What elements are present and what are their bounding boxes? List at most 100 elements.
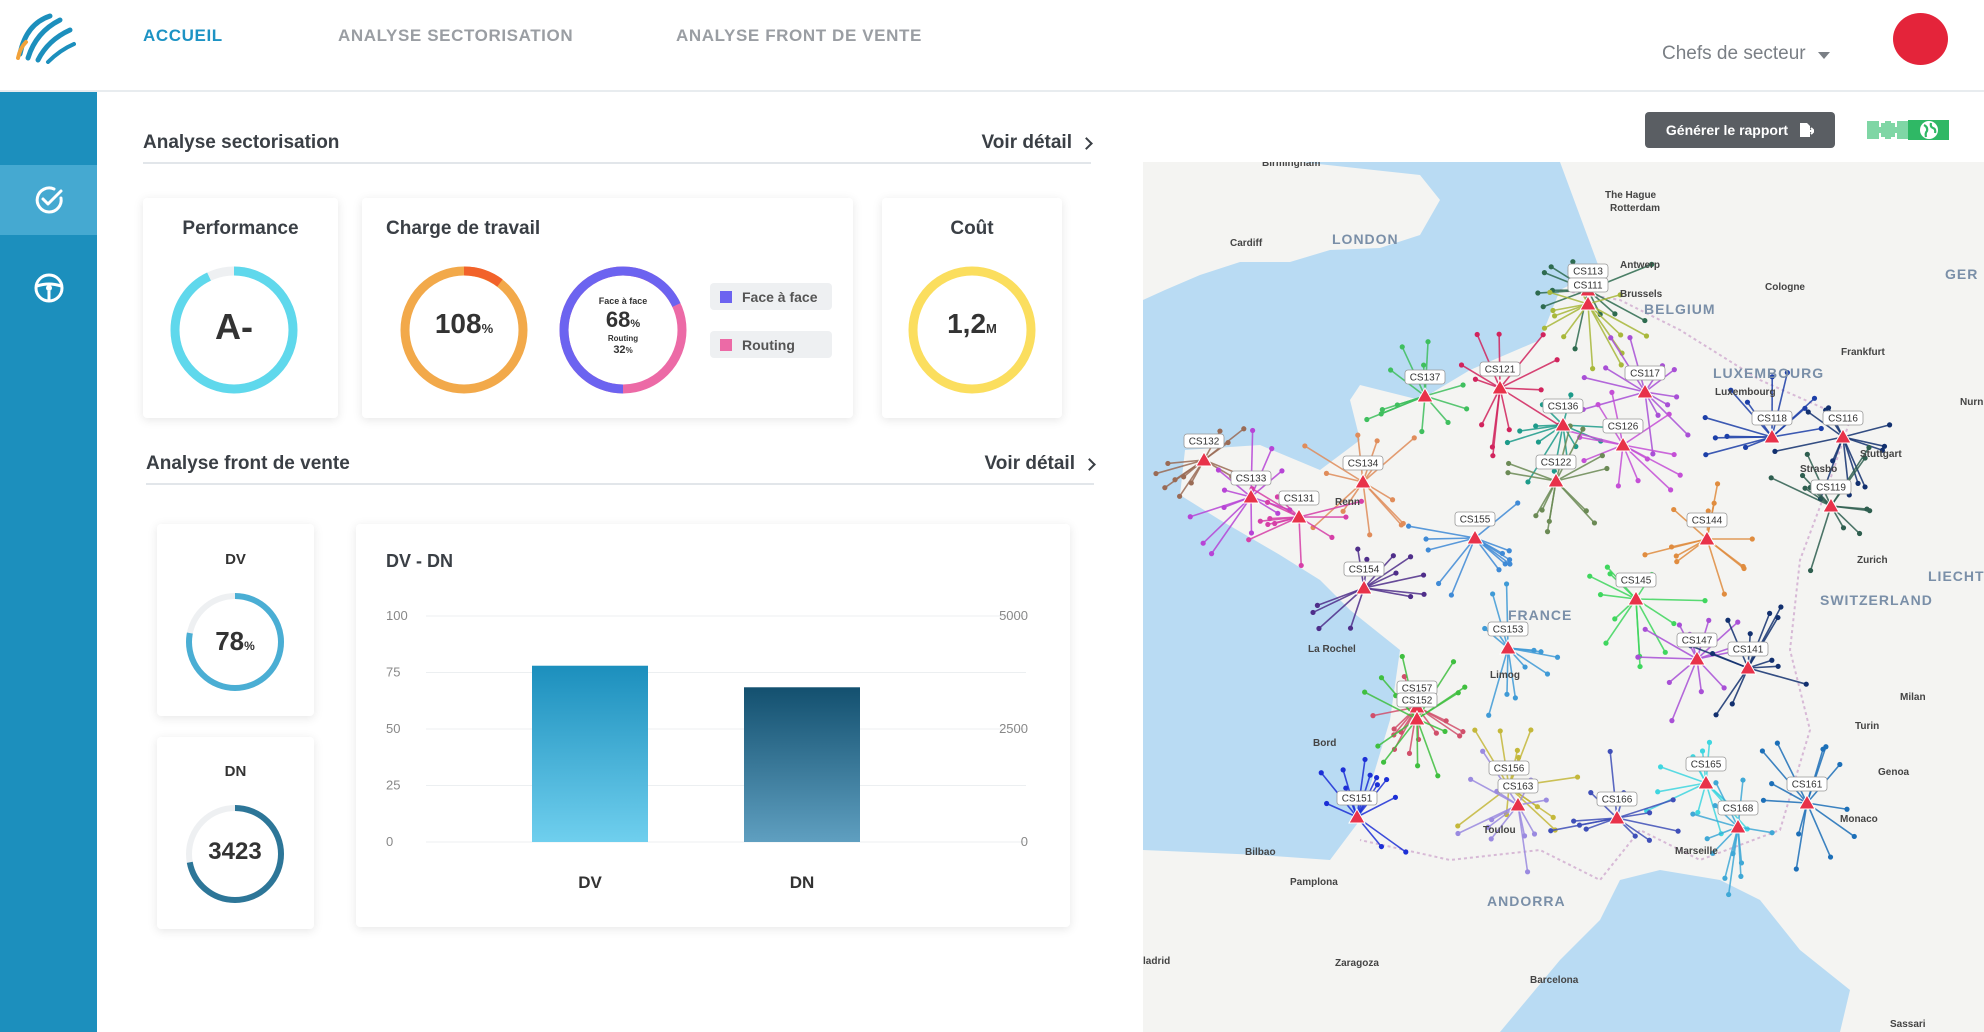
- sector-spoke: [1635, 598, 1666, 653]
- tab-accueil[interactable]: ACCUEIL: [143, 26, 223, 45]
- sector-customer-dot: [1676, 622, 1682, 628]
- sector-customer-dot: [1248, 530, 1255, 536]
- map-place-label: LIECHTENST: [1928, 568, 1984, 584]
- avatar[interactable]: [1893, 13, 1948, 65]
- sector-customer-dot: [1538, 649, 1544, 655]
- sector-spoke: [1362, 481, 1371, 535]
- map-place-label: Frankfurt: [1841, 347, 1886, 358]
- sector-map[interactable]: CS113 CS111 CS137 CS121 CS117 CS136 CS126 CS118…: [1143, 162, 1984, 1032]
- sector-label-box: [1487, 621, 1529, 637]
- legend-face-label: Face à face: [742, 288, 818, 305]
- sector-customer-dot: [1272, 520, 1278, 527]
- map-place-label: Zurich: [1857, 555, 1888, 566]
- sector-customer-dot: [1457, 733, 1463, 739]
- fullscreen-button[interactable]: [1867, 121, 1908, 139]
- sectorisation-title: Analyse sectorisation: [143, 132, 340, 153]
- sector-spoke: [1363, 556, 1412, 589]
- sector-customer-dot: [1710, 850, 1716, 856]
- dv-card[interactable]: DV 78%: [157, 524, 314, 716]
- sector-customer-dot: [1825, 405, 1832, 411]
- map-place-label: Barcelona: [1530, 975, 1579, 986]
- sector-customer-dot: [1257, 518, 1263, 524]
- cout-value: 1,2M: [906, 308, 1038, 340]
- dv-dn-chart-card[interactable]: DV - DN 0 25 50 75 100 0 2500 5000 DV DN: [356, 524, 1070, 927]
- sector-spoke: [1508, 729, 1532, 788]
- sector-customer-dot: [1398, 522, 1404, 528]
- sector-customer-dot: [1472, 376, 1479, 382]
- sector-spoke: [1552, 303, 1589, 312]
- sector-customer-dot: [1769, 374, 1775, 380]
- sector-customer-dot: [1796, 831, 1802, 837]
- sector-spoke: [1616, 811, 1650, 819]
- sector-map-canvas: CS113 CS111 CS137 CS121 CS117 CS136 CS126 CS118…: [1143, 162, 1984, 1032]
- sidebar: [0, 92, 97, 1032]
- sector-spoke: [1507, 647, 1517, 699]
- sector-spoke: [1318, 587, 1365, 630]
- right-tick-label: 0: [1021, 834, 1028, 849]
- sector-customer-dot: [1528, 727, 1534, 733]
- company-logo-icon[interactable]: [16, 12, 76, 64]
- sector-customer-dot: [1778, 604, 1784, 610]
- generate-report-button[interactable]: Générer le rapport: [1645, 112, 1835, 148]
- globe-icon: [1919, 121, 1938, 139]
- sector-customer-dot: [1407, 593, 1414, 600]
- performance-title: Performance: [182, 218, 299, 239]
- sector-customer-dot: [1856, 530, 1863, 537]
- sector-customer-dot: [1609, 389, 1615, 395]
- sector-spoke: [1555, 425, 1571, 482]
- sector-customer-dot: [1804, 451, 1810, 457]
- dn-card[interactable]: DN 3423: [157, 737, 314, 929]
- legend-routing[interactable]: Routing: [710, 331, 832, 358]
- sector-marker-icon: [1688, 649, 1706, 666]
- sector-customer-dot: [1380, 759, 1387, 765]
- sector-spoke: [1579, 436, 1624, 446]
- sector-customer-dot: [1525, 479, 1531, 485]
- sector-customer-dot: [1685, 432, 1691, 438]
- top-bar: ACCUEIL ANALYSE SECTORISATION ANALYSE FR…: [0, 0, 1984, 92]
- cout-card[interactable]: Coût 1,2M: [882, 198, 1062, 418]
- dv-value-number: 78: [215, 626, 245, 656]
- sector-customer-dot: [1607, 748, 1613, 755]
- sector-customer-dot: [1217, 428, 1223, 434]
- sector-customer-dot: [1462, 684, 1468, 690]
- tab-analyse-front-de-vente[interactable]: ANALYSE FRONT DE VENTE: [676, 26, 922, 45]
- tab-analyse-sectorisation[interactable]: ANALYSE SECTORISATION: [338, 26, 574, 45]
- sector-customer-dot: [1358, 498, 1365, 504]
- sector-customer-dot: [1318, 770, 1324, 776]
- sector-customer-dot: [1747, 631, 1753, 637]
- sector-customer-dot: [1208, 551, 1215, 557]
- sector-label: CS157: [1402, 684, 1433, 695]
- sidebar-item-front-de-vente[interactable]: [0, 253, 97, 323]
- sector-customer-dot: [1420, 572, 1427, 578]
- sector-customer-dot: [1712, 435, 1718, 441]
- front-vente-detail-link[interactable]: Voir détail: [985, 453, 1096, 475]
- globe-button[interactable]: [1908, 120, 1949, 140]
- sector-spoke: [1507, 647, 1558, 659]
- chevron-right-icon: [1083, 457, 1096, 471]
- role-select[interactable]: Chefs de secteur: [1662, 43, 1830, 65]
- sector-customer-dot: [1445, 419, 1451, 426]
- sector-spoke: [1610, 337, 1646, 393]
- left-tick-label: 0: [386, 834, 393, 849]
- sidebar-item-accueil[interactable]: [0, 165, 97, 235]
- sector-customer-dot: [1671, 506, 1677, 513]
- sector-marker-icon: [1354, 472, 1372, 489]
- sector-label-box: [1786, 776, 1828, 792]
- performance-card[interactable]: Performance A-: [143, 198, 338, 418]
- map-place-label: ANDORRA: [1487, 893, 1566, 909]
- sector-customer-dot: [1181, 474, 1187, 480]
- sector-customer-dot: [1551, 468, 1557, 474]
- sector-customer-dot: [1329, 534, 1335, 541]
- sector-customer-dot: [1671, 367, 1677, 373]
- sector-customer-dot: [1480, 748, 1486, 754]
- sectorisation-detail-link[interactable]: Voir détail: [982, 132, 1093, 154]
- sector-spoke: [1806, 748, 1824, 804]
- sector-customer-dot: [1384, 776, 1390, 783]
- sector-spoke: [1555, 467, 1608, 482]
- map-place-label: Limog: [1490, 670, 1520, 681]
- sector-spoke: [1809, 505, 1832, 571]
- legend-face-a-face[interactable]: Face à face: [710, 283, 832, 310]
- sector-spoke: [1795, 802, 1808, 870]
- sector-customer-dot: [1793, 866, 1799, 872]
- sector-customer-dot: [1775, 614, 1781, 621]
